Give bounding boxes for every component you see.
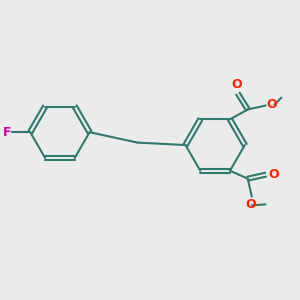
Text: O: O <box>268 168 279 181</box>
Text: F: F <box>3 126 11 139</box>
Text: O: O <box>267 98 277 111</box>
Text: O: O <box>232 78 242 91</box>
Text: O: O <box>245 198 256 212</box>
